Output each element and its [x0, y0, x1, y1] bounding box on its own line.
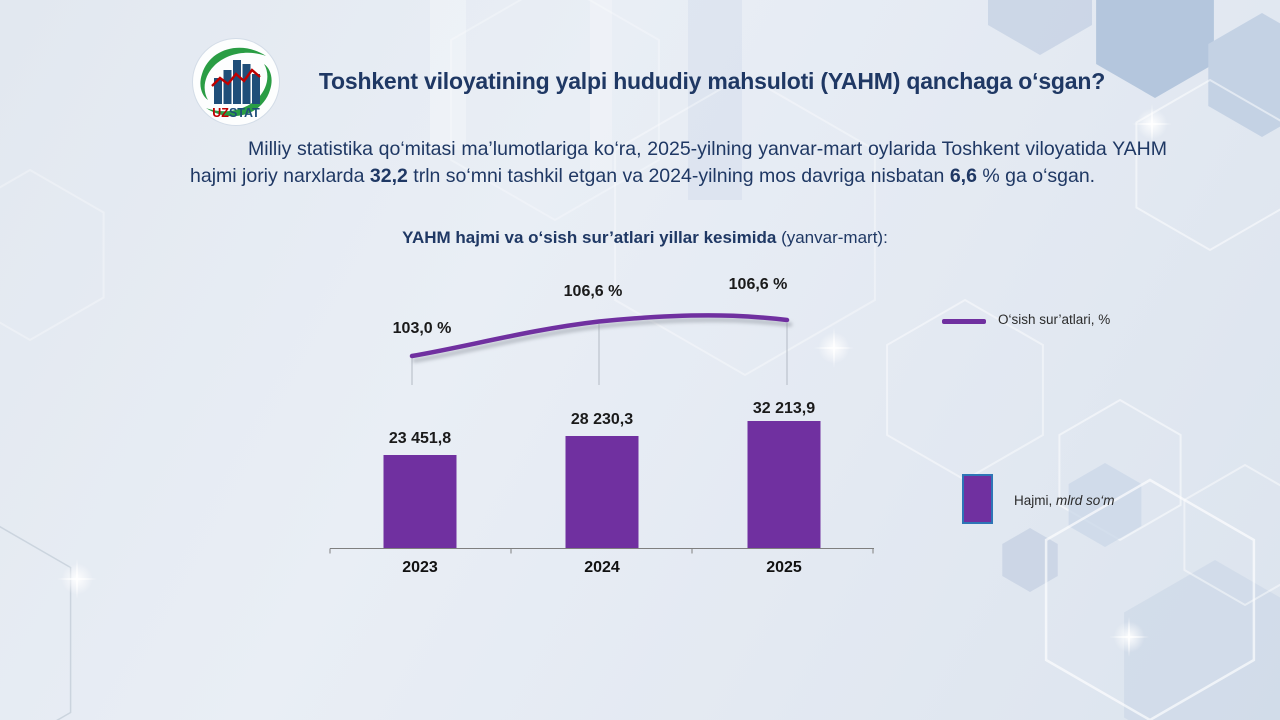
growth-label-2025: 106,6 % [728, 276, 788, 293]
intro-text-3: % ga o‘sgan. [976, 165, 1096, 187]
bar-series [383, 421, 821, 548]
bar-2023 [383, 455, 457, 548]
bar-value-label-2023: 23 451,8 [388, 430, 452, 447]
logo-trend-line-icon [211, 68, 261, 87]
growth-label-2023: 103,0 % [392, 320, 452, 337]
logo-text: UZSTAT [212, 106, 260, 120]
bar-2024 [565, 436, 639, 548]
intro-text-1: Milliy statistika qo‘mitasi ma’lumotlari… [190, 138, 1167, 187]
uzstat-logo: UZSTAT [192, 38, 280, 126]
sparkle-icon [1109, 617, 1149, 657]
logo-bars-icon [214, 60, 260, 104]
drop-lines [411, 323, 788, 385]
bar-2025 [747, 421, 821, 548]
bar-value-label-2025: 32 213,9 [752, 400, 816, 417]
chart-title-suffix: (yanvar-mart): [776, 228, 888, 247]
growth-label-2024: 106,6 % [563, 283, 623, 300]
intro-bold-value-1: 32,2 [369, 165, 408, 187]
legend-bar-swatch [962, 474, 993, 524]
x-axis [329, 548, 874, 554]
growth-line [409, 313, 790, 359]
year-label-2025: 2025 [766, 559, 802, 576]
legend-bar-label-prefix: Hajmi, [1014, 493, 1057, 508]
sparkle-icon [57, 559, 97, 599]
chart-title: YAHM hajmi va o‘sish sur’atlari yillar k… [320, 228, 970, 248]
combo-chart [329, 313, 874, 554]
legend-line-label: O‘sish sur’atlari, % [998, 312, 1111, 327]
growth-line-shadow [412, 317, 793, 363]
intro-text-2: trln so‘mni tashkil etgan va 2024-yilnin… [407, 165, 950, 187]
legend-bar-label-unit: mlrd so‘m [1056, 493, 1115, 508]
chart-title-main: YAHM hajmi va o‘sish sur’atlari yillar k… [402, 228, 777, 247]
legend-line-swatch [942, 319, 986, 324]
bar-value-label-2024: 28 230,3 [570, 411, 634, 428]
year-label-2024: 2024 [584, 559, 620, 576]
legend-bar-label: Hajmi, mlrd so‘m [1014, 493, 1115, 508]
intro-paragraph: Milliy statistika qo‘mitasi ma’lumotlari… [190, 136, 1167, 190]
logo-swoosh-top [200, 47, 266, 100]
year-label-2023: 2023 [402, 559, 438, 576]
page-title: Toshkent viloyatining yalpi hududiy mahs… [318, 67, 1106, 94]
intro-bold-value-2: 6,6 [949, 165, 977, 187]
